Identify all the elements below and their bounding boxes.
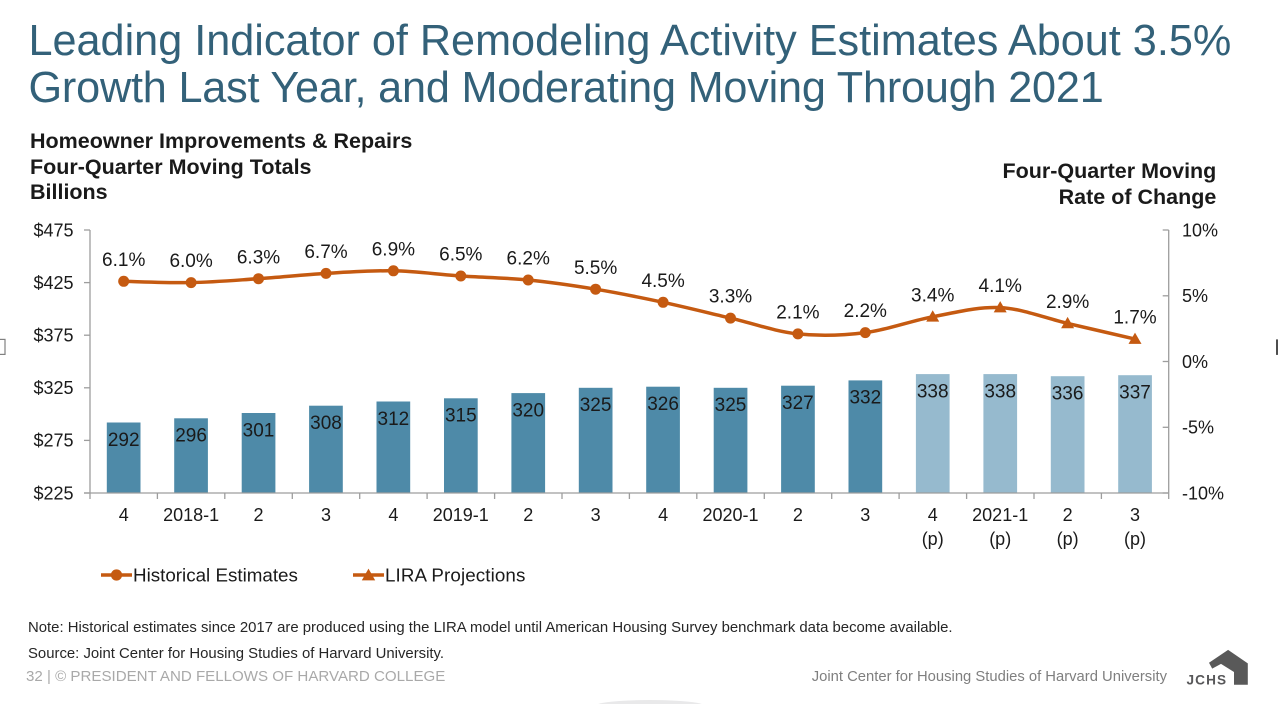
svg-text:2.2%: 2.2%: [844, 301, 887, 322]
svg-text:(p): (p): [1124, 529, 1146, 549]
svg-text:6.3%: 6.3%: [237, 247, 280, 268]
svg-text:327: 327: [782, 393, 814, 414]
svg-text:301: 301: [243, 420, 275, 441]
svg-text:JCHS: JCHS: [1187, 673, 1228, 688]
svg-text:LIRA Projections: LIRA Projections: [385, 565, 525, 586]
svg-text:2: 2: [793, 505, 803, 525]
svg-text:3: 3: [1130, 505, 1140, 525]
svg-text:6.7%: 6.7%: [304, 242, 347, 263]
svg-text:6.0%: 6.0%: [169, 251, 212, 272]
svg-text:2: 2: [523, 505, 533, 525]
svg-text:338: 338: [984, 381, 1016, 402]
svg-text:3: 3: [321, 505, 331, 525]
svg-text:2: 2: [253, 505, 263, 525]
svg-text:336: 336: [1052, 384, 1084, 405]
svg-text:2019-1: 2019-1: [433, 505, 489, 525]
svg-text:6.9%: 6.9%: [372, 239, 415, 260]
svg-text:296: 296: [175, 426, 207, 447]
svg-text:(p): (p): [989, 529, 1011, 549]
svg-text:308: 308: [310, 413, 342, 434]
svg-text:2: 2: [1063, 505, 1073, 525]
svg-text:2021-1: 2021-1: [972, 505, 1028, 525]
svg-text:(p): (p): [922, 529, 944, 549]
svg-text:6.1%: 6.1%: [102, 250, 145, 271]
svg-text:5.5%: 5.5%: [574, 258, 617, 279]
svg-text:337: 337: [1119, 383, 1151, 404]
svg-text:0%: 0%: [1182, 352, 1208, 372]
svg-text:3.3%: 3.3%: [709, 287, 752, 308]
svg-text:5%: 5%: [1182, 286, 1208, 306]
svg-text:4: 4: [658, 505, 668, 525]
svg-text:$425: $425: [33, 273, 73, 293]
svg-text:-5%: -5%: [1182, 418, 1214, 438]
svg-text:338: 338: [917, 381, 949, 402]
svg-text:Historical Estimates: Historical Estimates: [133, 565, 298, 586]
svg-text:326: 326: [647, 394, 679, 415]
svg-text:$275: $275: [33, 431, 73, 451]
svg-text:312: 312: [378, 409, 410, 430]
svg-text:2.1%: 2.1%: [776, 303, 819, 324]
svg-text:10%: 10%: [1182, 220, 1218, 240]
svg-text:$475: $475: [33, 220, 73, 240]
svg-text:4: 4: [388, 505, 398, 525]
svg-text:$375: $375: [33, 326, 73, 346]
svg-text:$225: $225: [33, 483, 73, 503]
svg-text:4.5%: 4.5%: [641, 271, 684, 292]
svg-text:1.7%: 1.7%: [1113, 308, 1156, 329]
svg-text:325: 325: [580, 395, 612, 416]
svg-text:2020-1: 2020-1: [702, 505, 758, 525]
svg-text:4: 4: [119, 505, 129, 525]
svg-text:6.5%: 6.5%: [439, 245, 482, 266]
svg-text:$325: $325: [33, 378, 73, 398]
svg-text:-10%: -10%: [1182, 483, 1224, 503]
svg-text:2018-1: 2018-1: [163, 505, 219, 525]
svg-text:2.9%: 2.9%: [1046, 292, 1089, 313]
svg-text:6.2%: 6.2%: [507, 249, 550, 270]
svg-text:332: 332: [849, 388, 881, 409]
svg-text:315: 315: [445, 406, 477, 427]
svg-text:320: 320: [512, 400, 544, 421]
svg-text:4: 4: [928, 505, 938, 525]
svg-text:325: 325: [715, 395, 747, 416]
svg-text:292: 292: [108, 430, 140, 451]
svg-text:3: 3: [860, 505, 870, 525]
svg-text:4.1%: 4.1%: [979, 276, 1022, 297]
svg-text:3: 3: [591, 505, 601, 525]
svg-text:(p): (p): [1057, 529, 1079, 549]
svg-text:3.4%: 3.4%: [911, 285, 954, 306]
